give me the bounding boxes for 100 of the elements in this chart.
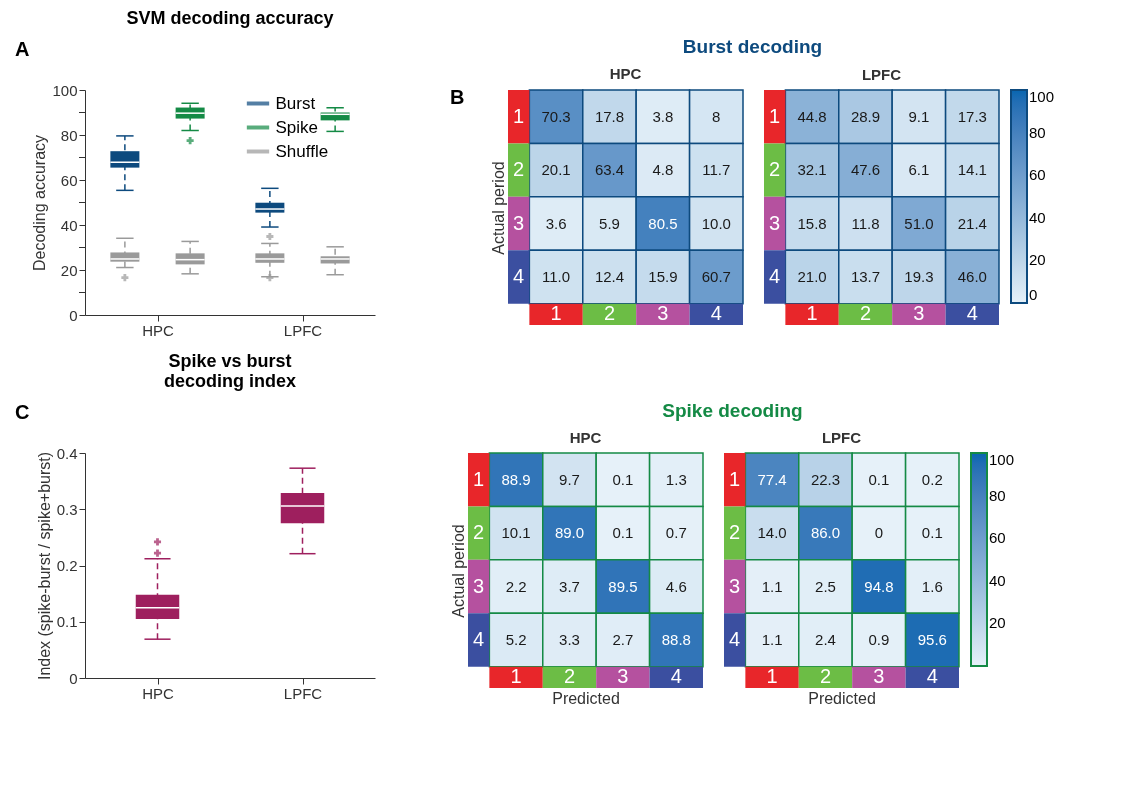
y-tick-label: 0.2 xyxy=(56,557,78,574)
data-label: 5.2 xyxy=(505,630,527,648)
color-bar-label: 100 xyxy=(989,451,1015,468)
data-label: 14.1 xyxy=(957,161,987,179)
y-tick-label: 1 xyxy=(473,467,485,490)
data-label: 15.8 xyxy=(797,214,827,232)
chart-subtitle: LPFC xyxy=(821,429,862,447)
legend-label: Spike xyxy=(275,117,319,137)
color-bar-label: 40 xyxy=(989,571,1006,589)
x-tick-label: 1 xyxy=(806,302,818,325)
data-label: 44.8 xyxy=(797,107,827,125)
y-tick-label: 3 xyxy=(473,574,485,597)
y-tick-label: 0 xyxy=(69,306,78,324)
data-label: 0 xyxy=(874,524,884,542)
data-label: 9.7 xyxy=(559,470,580,488)
data-label: 4.8 xyxy=(652,161,674,179)
data-label: 17.3 xyxy=(957,107,987,125)
data-label: 1.1 xyxy=(761,577,783,595)
y-tick-label: 0.3 xyxy=(56,500,78,518)
chart-subtitle: HPC xyxy=(609,65,642,82)
chart-subtitle: LPFC xyxy=(861,66,902,84)
color-bar-label: 80 xyxy=(989,486,1006,504)
text: B xyxy=(450,86,465,108)
data-label: 2.4 xyxy=(815,630,836,648)
chart-subtitle: HPC xyxy=(569,429,602,447)
data-label: 3.6 xyxy=(545,214,567,232)
data-label: 19.3 xyxy=(904,267,934,285)
data-label: 6.1 xyxy=(908,161,930,179)
text: A xyxy=(15,38,30,60)
x-axis-title: Predicted xyxy=(808,689,876,707)
y-tick-label: 2 xyxy=(473,521,485,544)
y-tick-label: 1 xyxy=(729,467,741,490)
data-label: 5.9 xyxy=(599,214,620,232)
y-tick-label: 3 xyxy=(769,211,781,234)
data-label: 21.0 xyxy=(797,267,827,285)
chart-title: SVM decoding accuracy xyxy=(126,8,334,28)
data-label: 95.6 xyxy=(917,630,947,648)
data-label: 11.7 xyxy=(702,161,731,179)
color-bar-label: 0 xyxy=(1029,286,1038,303)
data-label: 1.1 xyxy=(761,630,783,648)
y-tick-label: 3 xyxy=(729,574,741,597)
color-bar-label: 100 xyxy=(1029,88,1055,105)
data-label: 88.9 xyxy=(501,470,531,488)
data-label: 2.5 xyxy=(815,577,836,595)
data-label: 28.9 xyxy=(850,107,881,125)
y-axis-title: Actual period xyxy=(489,161,507,255)
y-tick-label: 1 xyxy=(513,104,525,127)
data-label: 21.4 xyxy=(957,214,987,232)
data-label: 15.9 xyxy=(648,267,678,285)
y-tick-label: 4 xyxy=(769,264,781,287)
data-label: 11.8 xyxy=(851,214,880,232)
y-tick-label: 0.1 xyxy=(56,613,78,631)
data-label: 22.3 xyxy=(810,470,841,488)
y-tick-label: 4 xyxy=(729,627,741,650)
data-label: 3.8 xyxy=(652,107,674,125)
data-label: 11.0 xyxy=(542,267,571,285)
data-label: 1.3 xyxy=(665,470,687,488)
color-bar-label: 80 xyxy=(1029,123,1046,141)
color-bar-label: 60 xyxy=(1029,166,1046,184)
data-label: 0.1 xyxy=(612,524,634,542)
data-label: 0.1 xyxy=(868,470,890,488)
y-tick-label: 3 xyxy=(513,211,525,234)
y-tick-label: 60 xyxy=(60,171,78,189)
x-tick-label: 3 xyxy=(913,302,925,325)
x-tick-label: 2 xyxy=(819,665,832,688)
y-tick-label: 2 xyxy=(729,521,741,544)
data-label: 3.7 xyxy=(559,577,580,595)
x-tick-label: 4 xyxy=(926,665,938,688)
data-label: 14.0 xyxy=(757,524,787,542)
y-tick-label: 0 xyxy=(69,669,78,687)
chart-title: Spike vs burst decoding index xyxy=(163,351,297,391)
data-label: 32.1 xyxy=(797,161,827,179)
data-label: 13.7 xyxy=(850,267,881,285)
legend-label: Burst xyxy=(275,93,316,113)
data-label: 60.7 xyxy=(701,267,731,285)
y-tick-label: 80 xyxy=(60,126,78,144)
data-label: 0.2 xyxy=(921,470,943,488)
data-label: 8 xyxy=(712,107,721,125)
data-label: 89.0 xyxy=(554,524,585,542)
data-label: 10.1 xyxy=(501,524,531,542)
data-label: 2.7 xyxy=(612,630,634,648)
x-tick-label: 1 xyxy=(550,302,562,325)
data-label: 2.2 xyxy=(505,577,527,595)
y-tick-label: 4 xyxy=(473,627,485,650)
y-tick-label: 100 xyxy=(52,81,78,99)
data-label: 4.6 xyxy=(665,577,687,595)
y-axis-title: Actual period xyxy=(449,524,467,618)
color-bar-label: 40 xyxy=(1029,208,1046,226)
data-label: 10.0 xyxy=(701,214,731,232)
data-label: 17.8 xyxy=(594,107,625,125)
legend-label: Shuffle xyxy=(275,141,329,161)
x-axis-title: Predicted xyxy=(552,689,620,707)
x-tick-label: 4 xyxy=(670,665,682,688)
data-label: 9.1 xyxy=(908,107,930,125)
data-label: 3.3 xyxy=(559,630,580,648)
color-bar-label: 20 xyxy=(989,614,1006,632)
chart-title: Burst decoding xyxy=(682,36,823,57)
x-tick-label: 3 xyxy=(617,665,629,688)
y-tick-label: 40 xyxy=(60,216,78,234)
data-label: 51.0 xyxy=(904,214,934,232)
